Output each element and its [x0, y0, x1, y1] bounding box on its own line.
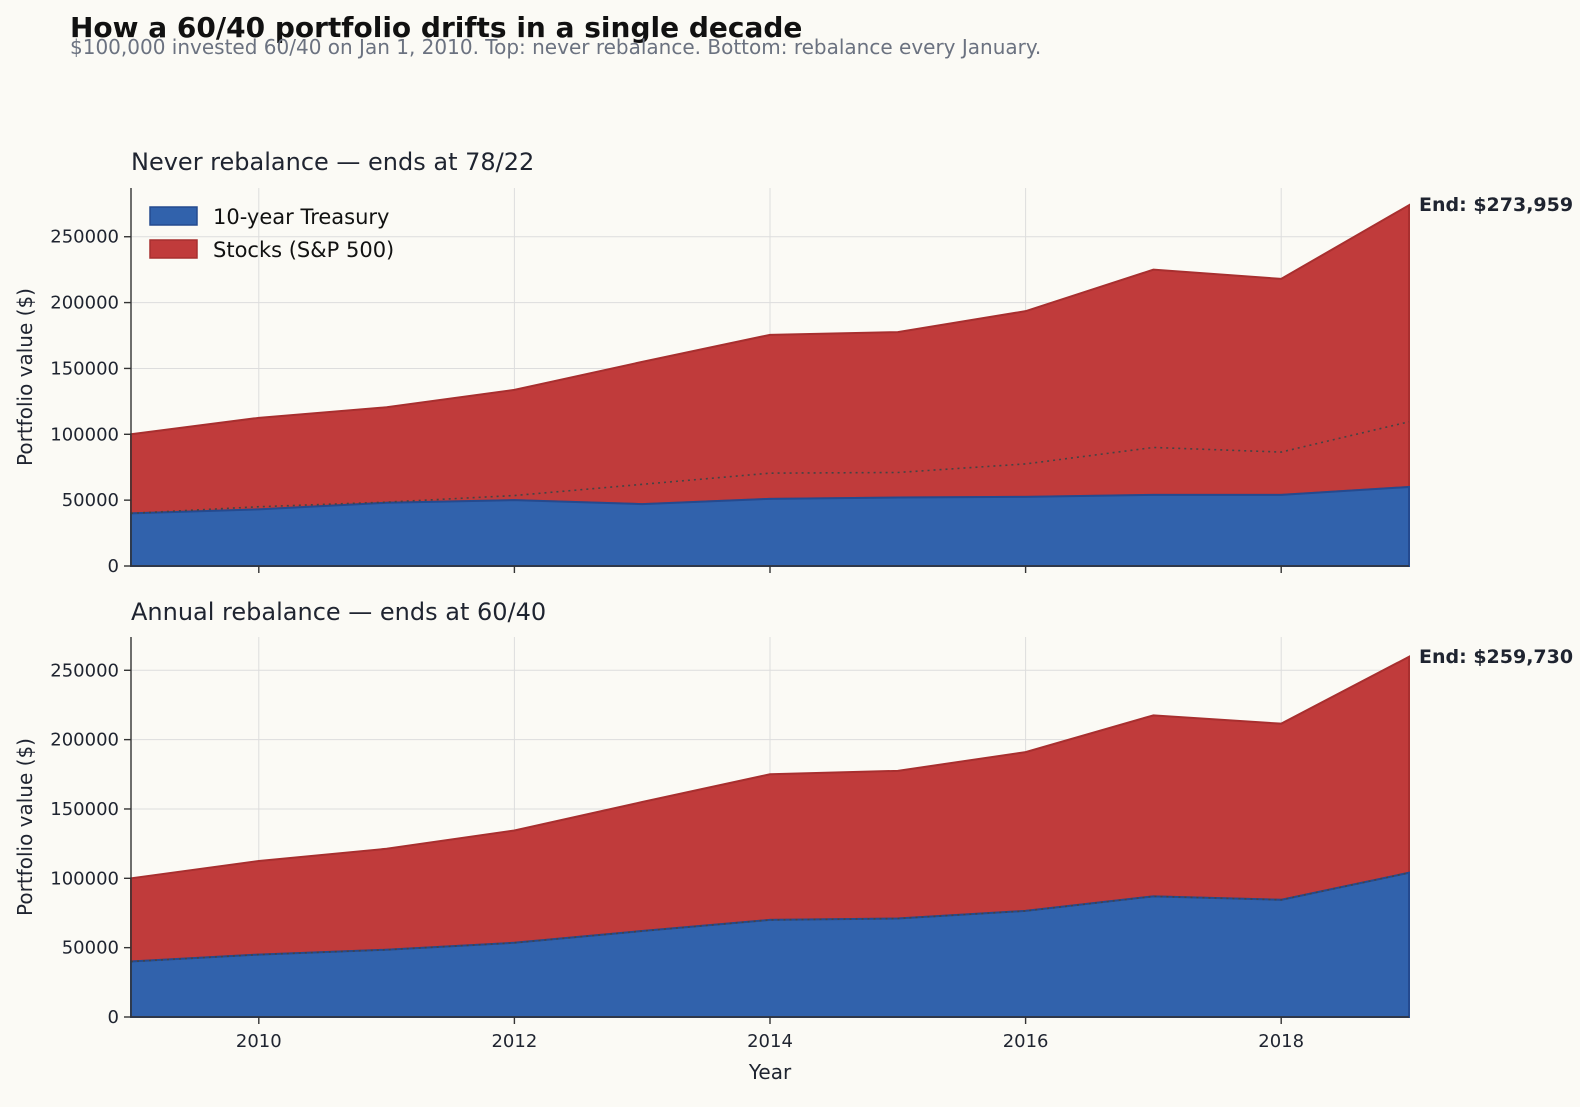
y-axis-label: Portfolio value ($): [13, 288, 37, 466]
figure-subtitle: $100,000 invested 60/40 on Jan 1, 2010. …: [70, 35, 1041, 59]
y-tick-label: 150000: [50, 358, 119, 379]
y-tick-label: 250000: [50, 660, 119, 681]
legend-swatch: [149, 239, 198, 259]
y-tick-label: 0: [108, 1007, 119, 1028]
y-tick-label: 150000: [50, 799, 119, 820]
legend-swatch: [149, 206, 198, 226]
y-tick-label: 0: [108, 556, 119, 577]
legend-label: 10-year Treasury: [213, 205, 389, 229]
legend: 10-year Treasury Stocks (S&P 500): [149, 205, 394, 262]
y-tick-label: 100000: [50, 424, 119, 445]
panel-title: Annual rebalance — ends at 60/40: [131, 598, 546, 626]
y-tick-label: 50000: [62, 490, 119, 511]
x-axis-label: Year: [748, 1060, 792, 1084]
x-tick-label: 2012: [491, 1031, 537, 1052]
y-tick-label: 100000: [50, 868, 119, 889]
figure-title: How a 60/40 portfolio drifts in a single…: [70, 11, 802, 44]
y-tick-label: 200000: [50, 293, 119, 314]
y-axis-label: Portfolio value ($): [13, 738, 37, 916]
end-value-annotation: End: $273,959: [1419, 194, 1573, 216]
x-tick-label: 2016: [1003, 1031, 1049, 1052]
y-tick-label: 250000: [50, 227, 119, 248]
end-value-annotation: End: $259,730: [1419, 646, 1573, 668]
panel-title: Never rebalance — ends at 78/22: [131, 148, 534, 176]
x-tick-label: 2010: [236, 1031, 282, 1052]
x-tick-label: 2018: [1258, 1031, 1304, 1052]
legend-label: Stocks (S&P 500): [213, 238, 394, 262]
area-treasury: [130, 485, 1410, 567]
x-tick-label: 2014: [747, 1031, 793, 1052]
y-tick-label: 200000: [50, 730, 119, 751]
y-tick-label: 50000: [62, 938, 119, 959]
chart-panel-never-rebalance: Never rebalance — ends at 78/22 0 50000 100…: [13, 148, 1573, 577]
chart-panel-annual-rebalance: Annual rebalance — ends at 60/40 0 50000 10…: [13, 598, 1573, 1084]
